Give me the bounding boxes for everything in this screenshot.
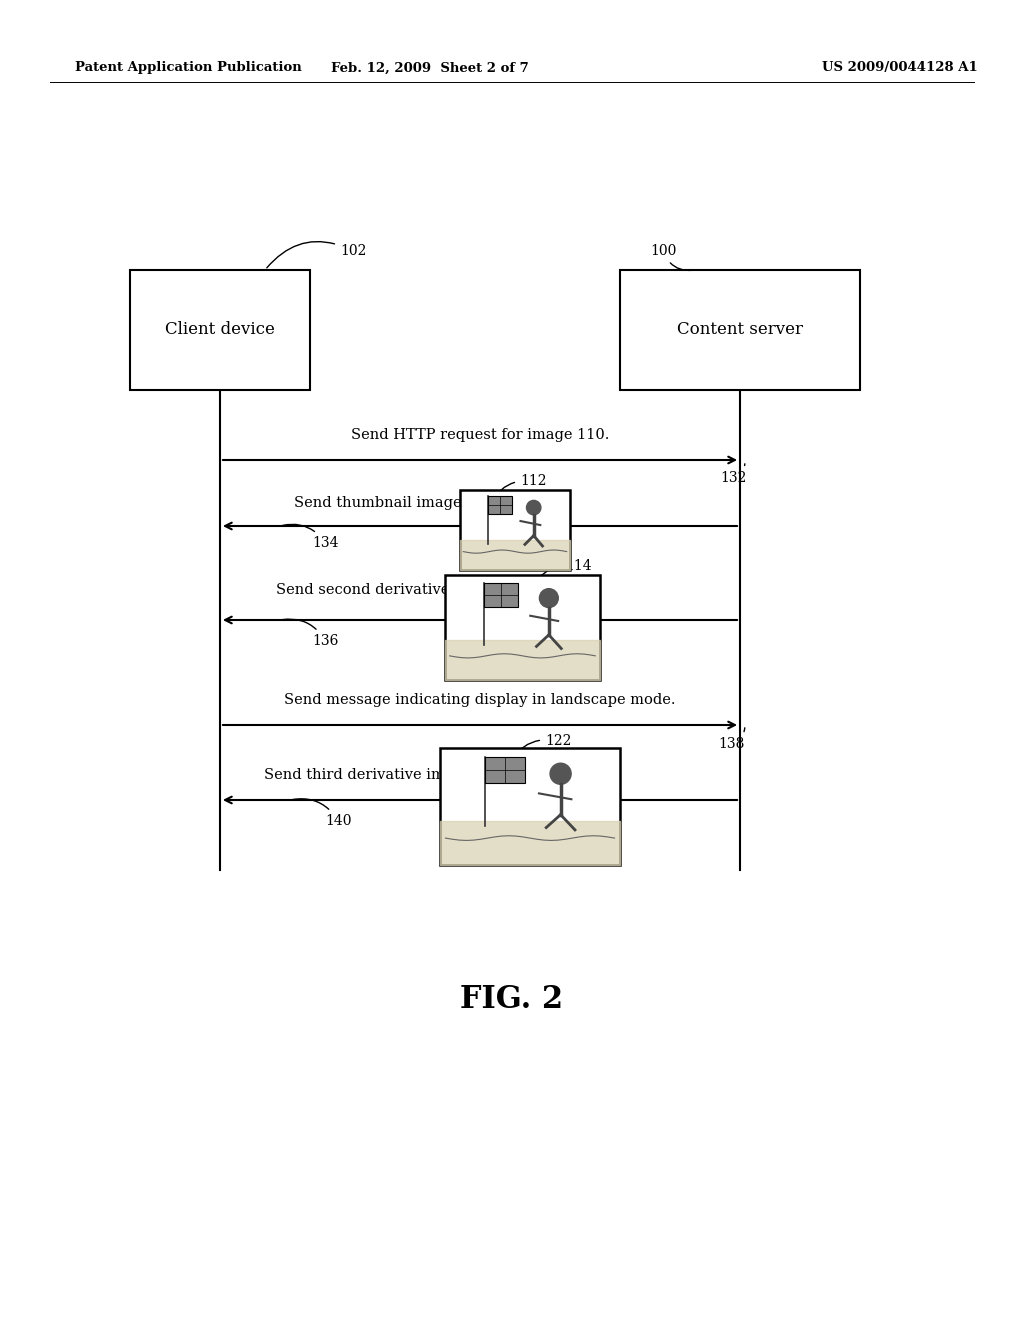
Circle shape bbox=[540, 589, 558, 607]
Text: 140: 140 bbox=[293, 799, 351, 828]
Text: 136: 136 bbox=[283, 619, 338, 648]
Text: Client device: Client device bbox=[165, 322, 274, 338]
Text: 122: 122 bbox=[512, 734, 571, 760]
Text: 102: 102 bbox=[267, 242, 367, 268]
Bar bbox=[460, 490, 570, 570]
Text: FIG. 2: FIG. 2 bbox=[461, 985, 563, 1015]
Text: Patent Application Publication: Patent Application Publication bbox=[75, 62, 302, 74]
Text: Send second derivative image.: Send second derivative image. bbox=[276, 583, 504, 597]
Text: Send HTTP request for image 110.: Send HTTP request for image 110. bbox=[351, 428, 609, 442]
Text: 132: 132 bbox=[720, 463, 746, 484]
Text: 100: 100 bbox=[650, 244, 692, 271]
Text: 114: 114 bbox=[531, 558, 592, 587]
Text: Content server: Content server bbox=[677, 322, 803, 338]
Bar bbox=[483, 583, 518, 606]
Text: 138: 138 bbox=[718, 727, 744, 751]
Bar bbox=[620, 271, 860, 389]
Bar bbox=[445, 576, 600, 680]
Bar bbox=[487, 496, 512, 513]
Text: 134: 134 bbox=[283, 524, 339, 550]
Circle shape bbox=[526, 500, 541, 515]
Bar bbox=[440, 748, 620, 865]
Text: Send third derivative image.: Send third derivative image. bbox=[264, 768, 476, 781]
Text: 112: 112 bbox=[492, 474, 547, 503]
Text: Feb. 12, 2009  Sheet 2 of 7: Feb. 12, 2009 Sheet 2 of 7 bbox=[331, 62, 528, 74]
Bar bbox=[130, 271, 310, 389]
Text: US 2009/0044128 A1: US 2009/0044128 A1 bbox=[822, 62, 978, 74]
Bar bbox=[485, 758, 524, 783]
Text: Send message indicating display in landscape mode.: Send message indicating display in lands… bbox=[285, 693, 676, 708]
Text: Send thumbnail image.: Send thumbnail image. bbox=[294, 496, 466, 510]
Circle shape bbox=[550, 763, 571, 784]
